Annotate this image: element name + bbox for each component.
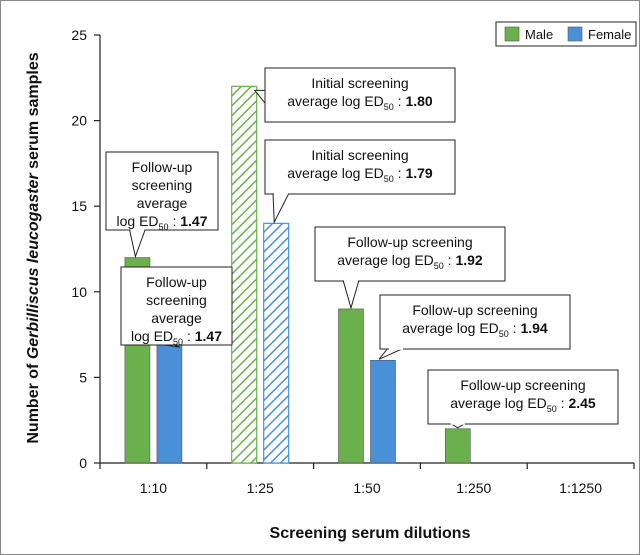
callout-stat-value: 1.79 <box>405 165 432 181</box>
callout-stat: average log ED50 : 1.79 <box>287 165 433 184</box>
bars <box>124 85 471 464</box>
y-tick-label: 0 <box>79 455 87 471</box>
callout-stat: log ED50 : 1.47 <box>131 328 222 347</box>
callout-stat-label: average log ED <box>337 252 434 268</box>
callout-stat-label: log ED <box>131 328 173 344</box>
callout-line: Follow-up <box>132 159 193 175</box>
callout-stat-value: 1.80 <box>405 93 432 109</box>
callout-stat-value: 1.47 <box>180 213 207 229</box>
callout-stat-subscript: 50 <box>173 337 183 347</box>
callout-stat-value: 1.94 <box>520 320 547 336</box>
callout-line: average <box>151 310 202 326</box>
callout-4: Follow-up screening average log ED50 : 1.… <box>314 226 506 310</box>
legend-label-male: Male <box>525 27 553 42</box>
callout-2: Initial screening average log ED50 : 1.80 <box>253 67 456 123</box>
callout-stat-colon: : <box>394 93 406 109</box>
callout-line: Initial screening <box>311 147 408 163</box>
y-tick-label: 20 <box>71 113 87 129</box>
svg-text:Number of Gerbilliscus leucoga: Number of Gerbilliscus leucogaster serum… <box>25 52 42 443</box>
callout-box <box>105 151 219 231</box>
callout-box <box>264 67 456 123</box>
x-tick-label: 1:250 <box>456 480 491 496</box>
callout-stat-label: average log ED <box>450 395 547 411</box>
legend-label-female: Female <box>588 27 631 42</box>
callout-pointer <box>128 228 147 259</box>
y-axis-title: Number of Gerbilliscus leucogaster serum… <box>25 52 42 443</box>
callout-box <box>314 226 506 282</box>
callout-line: average <box>137 195 188 211</box>
callout-stat-subscript: 50 <box>384 102 394 112</box>
y-axis-title-prefix: Number of <box>25 359 42 443</box>
callout-stat-subscript: 50 <box>384 174 394 184</box>
callout-6: Follow-up screening average log ED50 : 2.… <box>427 369 619 429</box>
legend-box <box>495 21 637 47</box>
callout-stat-colon: : <box>183 328 195 344</box>
y-tick-label: 15 <box>71 198 87 214</box>
callout-1: Follow-up screening average log ED50 : 1.47 <box>120 266 233 348</box>
callout-stat-colon: : <box>509 320 521 336</box>
y-axis-title-species: Gerbilliscus leucogaster <box>25 173 42 360</box>
callout-stat-label: average log ED <box>402 320 499 336</box>
y-tick-label: 10 <box>71 284 87 300</box>
legend-swatch-female <box>567 26 583 42</box>
callout-stat: average log ED50 : 1.80 <box>287 93 433 112</box>
callout-stat-label: average log ED <box>287 165 384 181</box>
callout-box <box>264 139 456 195</box>
callout-stat-value: 2.45 <box>568 395 595 411</box>
y-axis-title-suffix: serum samples <box>25 52 42 173</box>
callout-stat-subscript: 50 <box>547 404 557 414</box>
bar-male-1:25 <box>231 85 258 464</box>
bar-female-1:10 <box>156 342 183 464</box>
callout-stat: average log ED50 : 2.45 <box>450 395 596 414</box>
callout-stat: average log ED50 : 1.94 <box>402 320 548 339</box>
bar-male-1:50 <box>338 308 364 464</box>
x-tick-label: 1:10 <box>140 480 167 496</box>
x-tick-label: 1:50 <box>353 480 380 496</box>
legend: Male Female <box>495 21 637 47</box>
callout-stat-label: average log ED <box>287 93 384 109</box>
callout-box <box>379 294 571 350</box>
callout-stat-subscript: 50 <box>159 222 169 232</box>
x-axis-title: Screening serum dilutions <box>270 525 471 542</box>
callout-line: Follow-up screening <box>412 302 537 318</box>
callout-box <box>427 369 619 425</box>
callout-line: Initial screening <box>311 75 408 91</box>
callout-pointer <box>342 279 360 310</box>
callout-pointer <box>272 192 290 225</box>
callout-stat: average log ED50 : 1.92 <box>337 252 483 271</box>
callout-line: screening <box>146 292 207 308</box>
y-tick-label: 5 <box>79 369 87 385</box>
bar-male-1:250 <box>444 428 471 464</box>
callout-stat-subscript: 50 <box>499 329 509 339</box>
callout-stat: log ED50 : 1.47 <box>117 213 208 232</box>
callout-stat-label: log ED <box>117 213 159 229</box>
callout-stat-subscript: 50 <box>434 261 444 271</box>
callout-line: Follow-up screening <box>347 234 472 250</box>
callout-stat-colon: : <box>169 213 181 229</box>
callout-stat-value: 1.47 <box>195 328 222 344</box>
callout-stat-colon: : <box>444 252 456 268</box>
callout-box <box>120 266 233 346</box>
callout-stat-colon: : <box>394 165 406 181</box>
legend-swatch-male <box>504 26 520 42</box>
bar-female-1:50 <box>370 359 396 464</box>
y-tick-label: 25 <box>71 27 87 43</box>
callout-3: Initial screening average log ED50 : 1.79 <box>264 139 456 225</box>
callout-line: screening <box>132 177 193 193</box>
callout-5: Follow-up screening average log ED50 : 1.… <box>378 294 571 360</box>
x-tick-label: 1:25 <box>247 480 274 496</box>
bar-female-1:25 <box>263 222 290 464</box>
callout-line: Follow-up screening <box>460 377 585 393</box>
x-tick-label: 1:1250 <box>559 480 602 496</box>
callout-stat-value: 1.92 <box>455 252 482 268</box>
callout-line: Follow-up <box>146 274 207 290</box>
callout-0: Follow-up screening average log ED50 : 1.47 <box>105 151 219 259</box>
axes: 0 5 10 15 20 25 1:10 1:25 1:50 1:250 1:1250 <box>71 27 635 496</box>
callout-stat-colon: : <box>557 395 569 411</box>
